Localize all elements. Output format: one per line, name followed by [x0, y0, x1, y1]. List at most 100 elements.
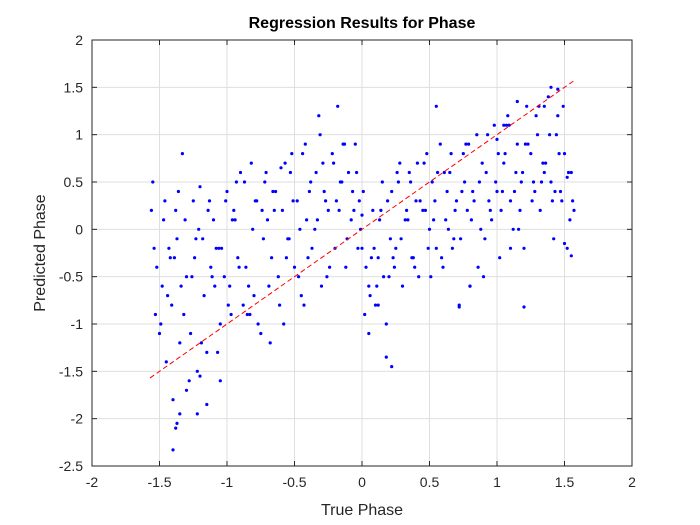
data-point: [529, 152, 533, 156]
data-point: [178, 412, 182, 416]
data-point: [180, 152, 184, 156]
data-point: [506, 114, 510, 118]
data-point: [388, 237, 392, 241]
chart-title: Regression Results for Phase: [249, 15, 476, 32]
data-point: [453, 208, 457, 212]
data-point: [430, 180, 434, 184]
data-point: [352, 208, 356, 212]
data-point: [230, 218, 234, 222]
data-point: [394, 246, 398, 250]
data-point: [486, 133, 490, 137]
data-point: [233, 218, 237, 222]
data-point: [468, 284, 472, 288]
data-point: [306, 256, 310, 260]
data-point: [531, 180, 536, 184]
data-point: [542, 104, 546, 108]
data-point: [426, 246, 430, 250]
data-point: [508, 199, 513, 203]
data-point: [421, 208, 425, 212]
data-point: [244, 265, 248, 269]
data-point: [461, 152, 465, 156]
data-point: [546, 95, 550, 99]
data-point: [434, 104, 438, 108]
data-point: [561, 104, 565, 108]
data-point: [499, 208, 503, 212]
data-point: [533, 189, 537, 194]
data-point: [166, 294, 170, 298]
data-point: [469, 218, 473, 222]
data-point: [522, 305, 526, 309]
data-point: [514, 170, 518, 175]
data-point: [522, 246, 526, 250]
data-point: [193, 256, 197, 260]
data-point: [334, 199, 338, 203]
x-axis-label: True Phase: [321, 502, 403, 519]
data-point: [220, 246, 224, 250]
y-tick-label: -1: [71, 316, 84, 332]
data-point: [198, 185, 202, 189]
data-point: [571, 199, 575, 203]
data-point: [488, 208, 492, 212]
data-point: [422, 161, 426, 165]
data-point: [423, 208, 427, 212]
data-point: [184, 388, 189, 392]
data-point: [429, 275, 433, 279]
data-point: [438, 142, 442, 146]
data-point: [569, 254, 573, 258]
data-point: [263, 180, 267, 184]
data-point: [198, 374, 202, 378]
data-point: [207, 199, 212, 203]
y-tick-label: -2: [71, 411, 84, 427]
data-point: [330, 152, 334, 156]
data-point: [556, 87, 560, 91]
data-point: [450, 246, 454, 250]
data-point: [183, 218, 187, 222]
data-point: [376, 256, 380, 260]
reference-line: [149, 80, 575, 379]
data-point: [565, 175, 569, 179]
data-point: [483, 237, 487, 241]
data-point: [251, 227, 255, 231]
data-point: [554, 133, 559, 137]
data-point: [274, 189, 278, 194]
data-point: [307, 189, 311, 194]
data-point: [472, 199, 476, 203]
data-point: [276, 275, 280, 279]
data-point: [413, 265, 417, 269]
data-point: [222, 275, 226, 279]
y-tick-label: 0: [75, 221, 83, 237]
data-point: [175, 237, 179, 241]
data-point: [373, 303, 378, 307]
data-point: [475, 133, 479, 137]
data-point: [519, 180, 523, 184]
data-point: [382, 275, 386, 279]
data-point: [172, 256, 176, 260]
data-point: [507, 123, 511, 127]
data-point: [508, 246, 513, 250]
data-point: [465, 208, 469, 212]
data-point: [170, 303, 174, 307]
data-point: [372, 246, 376, 250]
data-point: [539, 180, 544, 184]
data-point: [417, 275, 421, 279]
data-point: [378, 218, 382, 222]
data-point: [175, 421, 179, 425]
data-point: [313, 227, 317, 231]
data-point: [202, 294, 206, 298]
data-point: [160, 284, 164, 288]
y-tick-label: -1.5: [59, 363, 83, 379]
data-point: [392, 265, 396, 269]
data-point: [163, 199, 167, 203]
data-point: [549, 180, 553, 184]
data-point: [449, 152, 453, 156]
data-point: [496, 152, 500, 156]
data-point: [164, 360, 168, 364]
data-point: [367, 284, 371, 288]
data-point: [201, 237, 205, 241]
data-point: [199, 341, 203, 345]
data-point: [467, 142, 471, 146]
data-point: [357, 199, 361, 203]
data-point: [464, 142, 468, 146]
data-point: [525, 104, 529, 108]
